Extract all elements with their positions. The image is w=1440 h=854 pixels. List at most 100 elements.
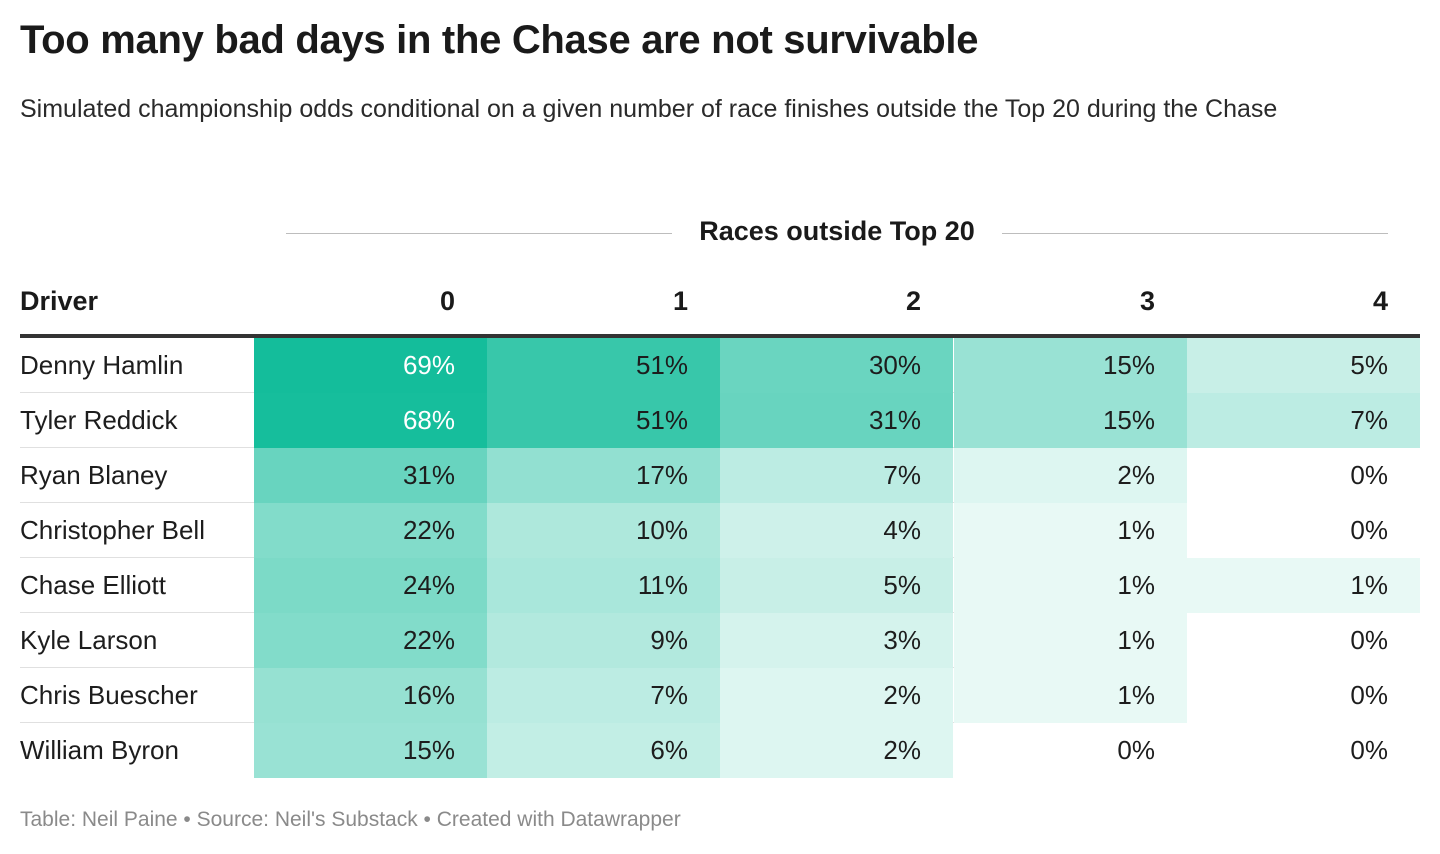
table-row: Denny Hamlin 69% 51% 30% 15% 5% <box>20 338 1420 393</box>
odds-cell: 1% <box>954 503 1187 558</box>
odds-value: 0% <box>1350 515 1388 545</box>
odds-cell: 0% <box>1187 668 1420 723</box>
odds-cell: 31% <box>720 393 953 448</box>
odds-value: 51% <box>635 405 688 435</box>
odds-cell: 15% <box>954 338 1187 393</box>
odds-cell: 1% <box>954 668 1187 723</box>
odds-value: 1% <box>1117 570 1155 600</box>
driver-name: William Byron <box>20 735 179 765</box>
odds-cell: 5% <box>720 558 953 613</box>
odds-value: 1% <box>1117 625 1155 655</box>
table-row: Chase Elliott 24% 11% 5% 1% 1% <box>20 558 1420 613</box>
table-row: Kyle Larson 22% 9% 3% 1% 0% <box>20 613 1420 668</box>
chart-footer: Table: Neil Paine • Source: Neil's Subst… <box>20 808 681 831</box>
odds-cell: 7% <box>1187 393 1420 448</box>
driver-name: Ryan Blaney <box>20 460 168 490</box>
column-group-header: Races outside Top 20 <box>286 212 1388 254</box>
odds-value: 1% <box>1117 515 1155 545</box>
column-header-2: 2 <box>905 286 921 316</box>
odds-cell: 16% <box>254 668 487 723</box>
odds-cell: 51% <box>487 393 720 448</box>
odds-value: 31% <box>402 460 455 490</box>
odds-value: 0% <box>1350 735 1388 765</box>
odds-value: 3% <box>883 625 921 655</box>
odds-value: 22% <box>402 515 455 545</box>
odds-value: 51% <box>635 350 688 380</box>
odds-cell: 30% <box>720 338 953 393</box>
odds-value: 5% <box>883 570 921 600</box>
odds-value: 4% <box>883 515 921 545</box>
odds-value: 1% <box>1350 570 1388 600</box>
odds-value: 0% <box>1117 735 1155 765</box>
table-body: Denny Hamlin 69% 51% 30% 15% 5% Tyler Reddick 6… <box>20 338 1420 778</box>
odds-value: 9% <box>650 625 688 655</box>
odds-value: 69% <box>402 350 455 380</box>
odds-cell: 1% <box>1187 558 1420 613</box>
driver-name: Chase Elliott <box>20 570 166 600</box>
odds-cell: 1% <box>954 613 1187 668</box>
odds-value: 31% <box>868 405 921 435</box>
table-row: Chris Buescher 16% 7% 2% 1% 0% <box>20 668 1420 723</box>
odds-cell: 31% <box>254 448 487 503</box>
table-row: William Byron 15% 6% 2% 0% 0% <box>20 723 1420 778</box>
table-row: Ryan Blaney 31% 17% 7% 2% 0% <box>20 448 1420 503</box>
odds-value: 0% <box>1350 460 1388 490</box>
driver-name: Chris Buescher <box>20 680 198 710</box>
odds-cell: 0% <box>954 723 1187 778</box>
odds-cell: 9% <box>487 613 720 668</box>
odds-value: 0% <box>1350 680 1388 710</box>
odds-value: 10% <box>635 515 688 545</box>
driver-name: Kyle Larson <box>20 625 158 655</box>
odds-cell: 69% <box>254 338 487 393</box>
odds-cell: 4% <box>720 503 953 558</box>
odds-cell: 0% <box>1187 613 1420 668</box>
odds-cell: 6% <box>487 723 720 778</box>
column-header-0: 0 <box>439 286 455 316</box>
odds-value: 11% <box>637 570 688 600</box>
odds-value: 2% <box>1117 460 1155 490</box>
odds-cell: 15% <box>254 723 487 778</box>
odds-cell: 2% <box>720 723 953 778</box>
odds-value: 2% <box>883 680 921 710</box>
odds-cell: 22% <box>254 613 487 668</box>
odds-value: 16% <box>402 680 455 710</box>
chart-title: Too many bad days in the Chase are not s… <box>20 18 979 62</box>
odds-value: 15% <box>402 735 455 765</box>
column-header-driver: Driver <box>20 286 99 316</box>
odds-cell: 0% <box>1187 503 1420 558</box>
odds-value: 5% <box>1350 350 1388 380</box>
odds-cell: 51% <box>487 338 720 393</box>
chart-subtitle: Simulated championship odds conditional … <box>20 95 1278 123</box>
odds-value: 22% <box>402 625 455 655</box>
column-header-1: 1 <box>672 286 688 316</box>
odds-cell: 10% <box>487 503 720 558</box>
odds-value: 24% <box>402 570 455 600</box>
odds-value: 68% <box>402 405 455 435</box>
odds-cell: 17% <box>487 448 720 503</box>
odds-cell: 2% <box>954 448 1187 503</box>
odds-cell: 3% <box>720 613 953 668</box>
odds-table: Driver 0 1 2 3 4 Denny Hamlin 69% 51% 30% 15% 5% Ty… <box>20 272 1420 778</box>
odds-value: 1% <box>1117 680 1155 710</box>
odds-cell: 0% <box>1187 448 1420 503</box>
odds-cell: 68% <box>254 393 487 448</box>
table-header-row: Driver 0 1 2 3 4 <box>20 272 1420 338</box>
column-header-3: 3 <box>1139 286 1155 316</box>
odds-value: 15% <box>1102 350 1155 380</box>
driver-name: Tyler Reddick <box>20 405 178 435</box>
table-row: Christopher Bell 22% 10% 4% 1% 0% <box>20 503 1420 558</box>
odds-cell: 7% <box>720 448 953 503</box>
driver-name: Christopher Bell <box>20 515 205 545</box>
column-header-4: 4 <box>1372 286 1388 316</box>
column-group-rule-left <box>286 233 672 234</box>
table-row: Tyler Reddick 68% 51% 31% 15% 7% <box>20 393 1420 448</box>
driver-name: Denny Hamlin <box>20 350 184 380</box>
odds-value: 15% <box>1102 405 1155 435</box>
odds-value: 6% <box>650 735 688 765</box>
odds-value: 2% <box>883 735 921 765</box>
odds-cell: 24% <box>254 558 487 613</box>
odds-cell: 11% <box>487 558 720 613</box>
odds-value: 7% <box>883 460 921 490</box>
odds-value: 7% <box>1350 405 1388 435</box>
column-group-rule-right <box>1002 233 1388 234</box>
